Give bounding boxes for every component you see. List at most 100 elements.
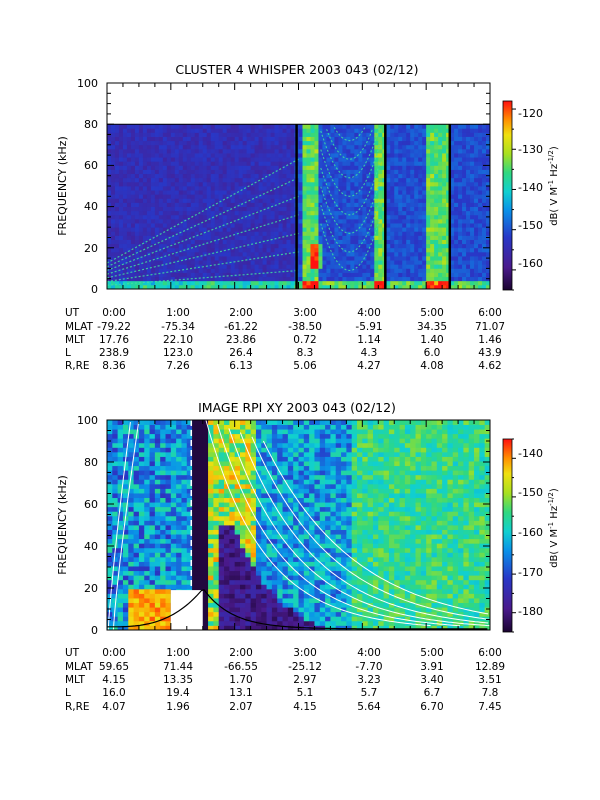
spectrogram-cell [270, 239, 275, 245]
spectrogram-cell [198, 260, 204, 265]
spectrogram-cell [138, 210, 144, 216]
spectrogram-cell [130, 280, 136, 286]
spectrogram-cell [194, 276, 200, 282]
spectrogram-cell [306, 190, 311, 195]
spectrogram-cell [270, 190, 275, 195]
spectrogram-cell [346, 144, 351, 150]
spectrogram-cell [118, 157, 124, 162]
spectrogram-cell [160, 470, 166, 476]
spectrogram-cell [128, 442, 134, 448]
spectrogram-cell [350, 268, 355, 273]
spectrogram-cell [482, 124, 487, 129]
spectrogram-cell [202, 561, 209, 567]
spectrogram-cell [208, 566, 214, 572]
spectrogram-cell [274, 169, 279, 175]
spectrogram-cell [192, 515, 198, 521]
spectrogram-cell [318, 165, 323, 170]
spectrogram-cell [154, 247, 160, 253]
spectrogram-cell [230, 264, 236, 269]
spectrogram-cell [246, 181, 252, 187]
spectrogram-cell [114, 247, 120, 253]
spectrogram-cell [310, 124, 315, 129]
spectrogram-cell [298, 243, 303, 249]
spectrogram-cell [406, 177, 411, 183]
spectrogram-cell [202, 534, 209, 540]
spectrogram-cell [138, 186, 144, 191]
spectrogram-cell [410, 144, 415, 150]
spectrogram-cell [418, 280, 423, 286]
spectrogram-cell [202, 268, 208, 273]
spectrogram-cell [210, 284, 216, 290]
spectrogram-cell [458, 181, 463, 187]
spectrogram-cell [150, 284, 156, 290]
spectrogram-cell [230, 235, 236, 240]
spectrogram-cell [138, 284, 144, 290]
spectrogram-cell [314, 218, 319, 224]
spectrogram-cell [330, 227, 335, 232]
spectrogram-cell [122, 210, 128, 216]
spectrogram-cell [438, 260, 443, 265]
spectrogram-cell [470, 260, 475, 265]
spectrogram-cell [342, 243, 347, 249]
spectrogram-cell [414, 186, 419, 191]
spectrogram-cell [366, 210, 371, 216]
spectrogram-cell [197, 420, 204, 425]
spectrogram-cell [446, 256, 451, 261]
spectrogram-cell [107, 136, 112, 142]
spectrogram-cell [366, 140, 371, 146]
spectrogram-cell [286, 284, 291, 290]
spectrogram-cell [133, 616, 140, 622]
spectrogram-cell [398, 256, 403, 261]
spectrogram-cell [142, 214, 148, 220]
spectrogram-cell [298, 280, 303, 286]
spectrogram-cell [434, 276, 439, 282]
spectrogram-cell [206, 214, 212, 220]
spectrogram-cell [178, 144, 184, 150]
spectrogram-cell [342, 148, 347, 154]
spectrogram-cell [270, 231, 275, 236]
spectrogram-cell [334, 251, 339, 257]
spectrogram-cell [454, 181, 459, 187]
spectrogram-cell [194, 173, 200, 179]
spectrogram-cell [176, 470, 182, 476]
spectrogram-cell [406, 153, 411, 158]
spectrogram-cell [450, 173, 455, 179]
spectrogram-cell [466, 235, 471, 240]
spectrogram-cell [378, 148, 383, 154]
spectrogram-cell [310, 153, 315, 158]
spectrogram-cell [414, 206, 419, 212]
spectrogram-cell [398, 218, 403, 224]
spectrogram-cell [342, 280, 347, 286]
spectrogram-cell [446, 177, 451, 183]
spectrogram-cell [146, 148, 152, 154]
spectrogram-cell [366, 173, 371, 179]
spectrogram-cell [314, 136, 319, 142]
spectrogram-cell [128, 570, 134, 576]
spectrogram-cell [230, 272, 236, 278]
spectrogram-cell [218, 161, 224, 166]
spectrogram-cell [165, 447, 172, 453]
spectrogram-cell [262, 140, 267, 146]
spectrogram-cell [454, 190, 459, 195]
spectrogram-cell [414, 132, 419, 137]
spectrogram-cell [162, 136, 168, 142]
spectrogram-cell [430, 243, 435, 249]
spectrogram-cell [474, 194, 479, 199]
spectrogram-cell [176, 552, 182, 558]
spectrogram-cell [118, 153, 124, 158]
spectrogram-cell [314, 198, 319, 203]
spectrogram-cell [122, 584, 129, 590]
spectrogram-cell [122, 177, 128, 183]
spectrogram-cell [178, 231, 184, 236]
spectrogram-cell [182, 161, 188, 166]
spectrogram-cell [414, 247, 419, 253]
spectrogram-cell [270, 144, 275, 150]
spectrogram-cell [398, 284, 403, 290]
spectrogram-cell [462, 247, 467, 253]
spectrogram-cell [330, 136, 335, 142]
spectrogram-cell [107, 461, 113, 467]
spectrogram-cell [354, 280, 359, 286]
spectrogram-cell [186, 474, 193, 480]
spectrogram-cell [130, 186, 136, 191]
spectrogram-cell [442, 169, 447, 175]
